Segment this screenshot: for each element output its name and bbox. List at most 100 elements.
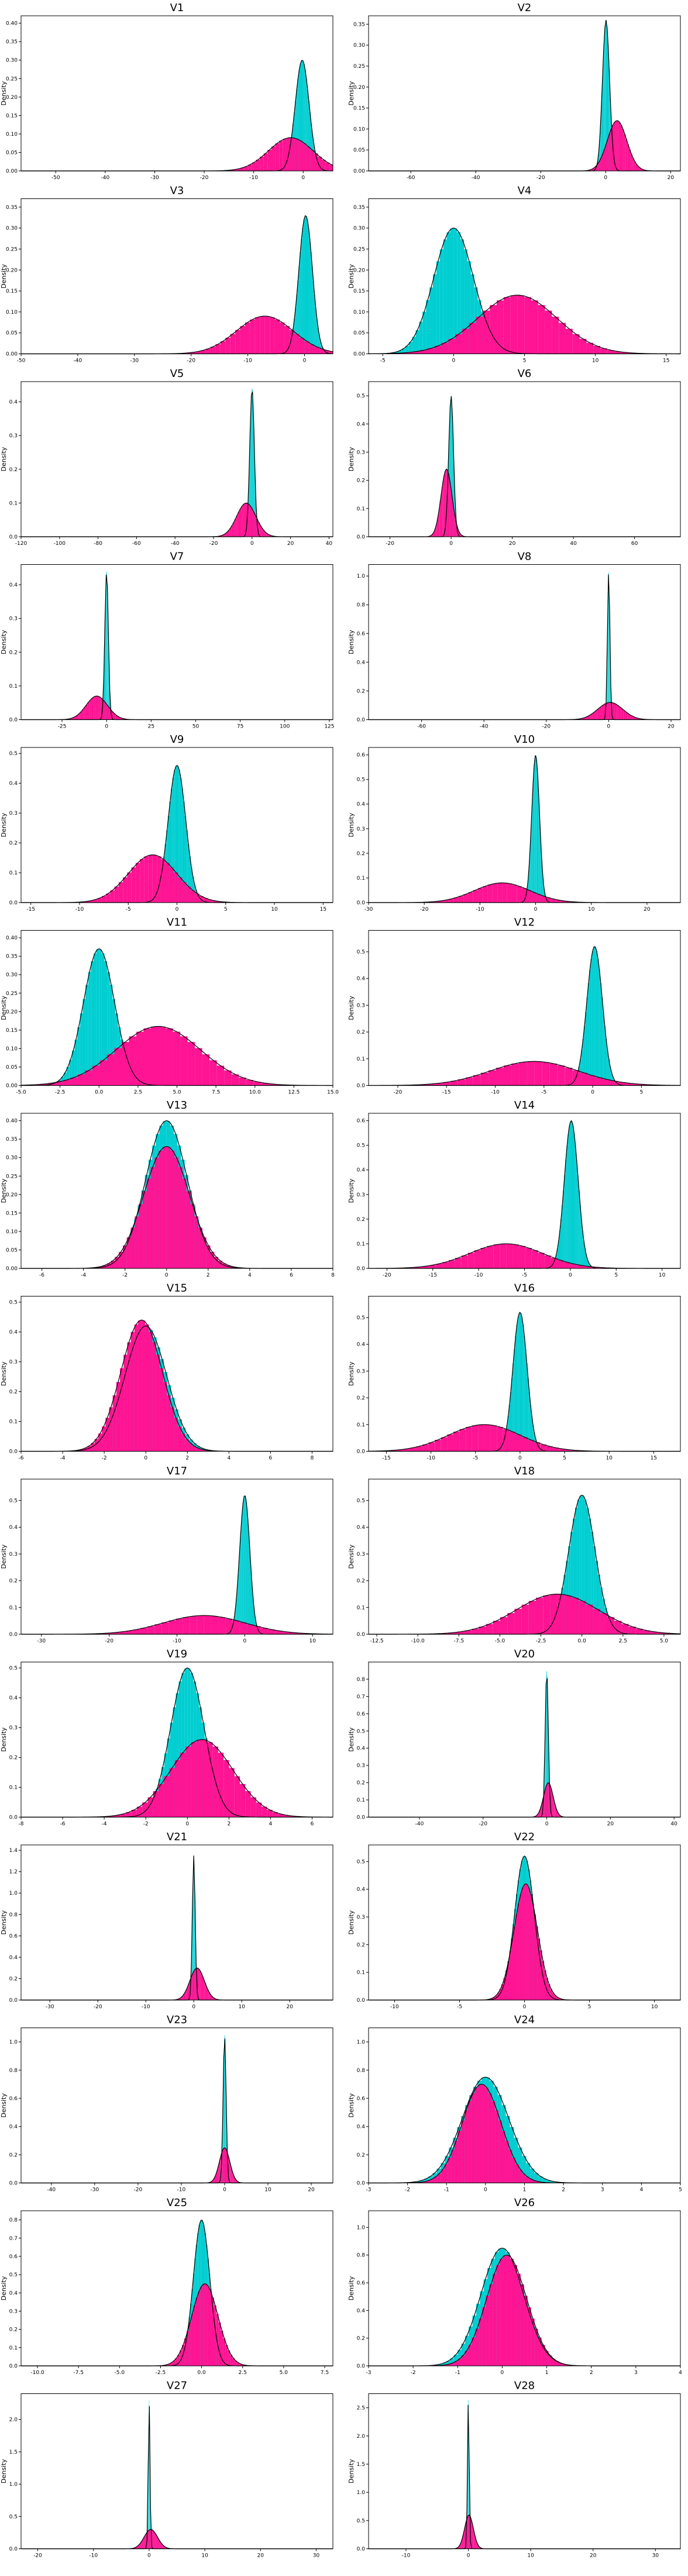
normal-bar — [578, 1190, 580, 1268]
normal-bar — [177, 766, 179, 903]
fraud-bar — [232, 169, 237, 171]
normal-bar — [66, 1066, 70, 1086]
normal-bar — [64, 1072, 67, 1086]
fraud-bar — [106, 704, 108, 720]
y-tick-label: 0.10 — [353, 126, 365, 132]
x-tick-label: 5 — [640, 1090, 644, 1096]
fraud-bar — [515, 2164, 519, 2183]
fraud-bar — [605, 144, 607, 171]
y-tick-label: 0.30 — [6, 226, 18, 232]
x-tick-label: 10 — [606, 1456, 613, 1462]
fraud-bar — [264, 532, 267, 537]
fraud-bar — [211, 1616, 219, 1634]
normal-bar — [236, 1587, 238, 1634]
normal-bar — [582, 1038, 584, 1086]
y-tick-label: 0.5 — [357, 777, 365, 783]
fraud-bar — [202, 1054, 210, 1086]
fraud-bar — [620, 125, 622, 171]
fraud-bar — [497, 883, 503, 903]
fraud-bar — [220, 2157, 221, 2183]
fraud-bar — [474, 1250, 481, 1268]
fraud-bar — [166, 1028, 173, 1086]
fraud-bar — [503, 297, 511, 354]
y-tick-label: 1.5 — [9, 2450, 18, 2455]
normal-bar — [454, 476, 455, 537]
normal-bar — [101, 953, 105, 1086]
fraud-bar — [451, 2149, 455, 2183]
y-tick-label: 0.5 — [9, 1666, 18, 1672]
fraud-bar — [190, 1616, 197, 1634]
fraud-bar — [195, 1968, 197, 2000]
fraud-bar — [187, 1042, 195, 1086]
fraud-bar — [560, 1999, 563, 2000]
fraud-bar — [109, 1816, 115, 1817]
fraud-bar — [531, 2318, 535, 2366]
fraud-bar — [618, 122, 621, 171]
plot-frame — [368, 747, 681, 903]
fraud-bar — [170, 1407, 174, 1452]
fraud-bar — [152, 1342, 156, 1452]
normal-bar — [255, 487, 256, 537]
y-tick-label: 0.05 — [353, 148, 365, 153]
fraud-bar — [70, 1077, 78, 1086]
chart-title: V5 — [170, 368, 184, 380]
y-tick-label: 0.4 — [357, 1525, 366, 1531]
y-tick-label: 0.6 — [9, 2096, 18, 2102]
normal-bar — [464, 249, 467, 354]
fraud-bar — [177, 1426, 182, 1452]
x-tick-label: 1 — [545, 2370, 549, 2376]
fraud-bar — [511, 884, 517, 903]
x-tick-label: 20 — [644, 907, 651, 913]
y-tick-label: 0.05 — [6, 150, 18, 156]
fraud-bar — [261, 528, 263, 537]
x-tick-label: 20 — [308, 2187, 315, 2193]
fraud-bar — [329, 164, 333, 171]
y-tick-label: 0.20 — [353, 267, 365, 273]
fraud-bar — [528, 1887, 530, 2000]
x-tick-label: -4 — [102, 1822, 107, 1827]
normal-bar — [415, 330, 419, 354]
fraud-bar — [637, 166, 639, 171]
normal-bar — [252, 1587, 253, 1634]
normal-bar — [599, 142, 600, 171]
x-tick-label: 0 — [147, 2553, 151, 2559]
plot-frame — [368, 2210, 681, 2366]
fraud-bar — [527, 2307, 531, 2366]
x-tick-label: 10 — [527, 2553, 534, 2559]
x-tick-label: -1 — [455, 2370, 460, 2376]
normal-bar — [250, 413, 251, 537]
y-axis-label: Density — [0, 630, 8, 654]
fraud-bar — [545, 1788, 546, 1817]
normal-bar — [452, 419, 453, 537]
fraud-bar — [182, 1995, 184, 2000]
fraud-bar — [622, 129, 624, 171]
fraud-bar — [253, 512, 255, 537]
normal-bar — [250, 402, 252, 537]
fraud-bar — [294, 334, 300, 354]
fraud-bar — [625, 1083, 634, 1086]
y-tick-label: 0.0 — [9, 2547, 18, 2553]
fraud-bar — [135, 1216, 139, 1268]
y-tick-label: 0.4 — [9, 1955, 18, 1961]
fraud-bar — [234, 2361, 237, 2366]
y-tick-label: 0.35 — [6, 205, 18, 211]
fraud-bar — [443, 2365, 448, 2366]
y-tick-label: 0.35 — [6, 1137, 18, 1143]
fraud-bar — [262, 1806, 267, 1817]
normal-bar — [594, 946, 596, 1086]
fraud-bar — [552, 2358, 556, 2366]
fraud-bar — [414, 351, 421, 354]
fraud-bar — [456, 524, 457, 537]
x-tick-label: 0 — [607, 724, 611, 730]
fraud-bar — [175, 2358, 178, 2366]
normal-bar — [600, 983, 602, 1086]
normal-bar — [310, 124, 312, 171]
x-tick-label: 30 — [652, 2553, 659, 2559]
fraud-bar — [492, 883, 498, 903]
fraud-bar — [198, 2291, 201, 2366]
fraud-bar — [115, 1815, 121, 1817]
normal-bar — [307, 220, 308, 354]
x-tick-label: 0 — [501, 2370, 504, 2376]
fraud-bar — [621, 708, 624, 720]
